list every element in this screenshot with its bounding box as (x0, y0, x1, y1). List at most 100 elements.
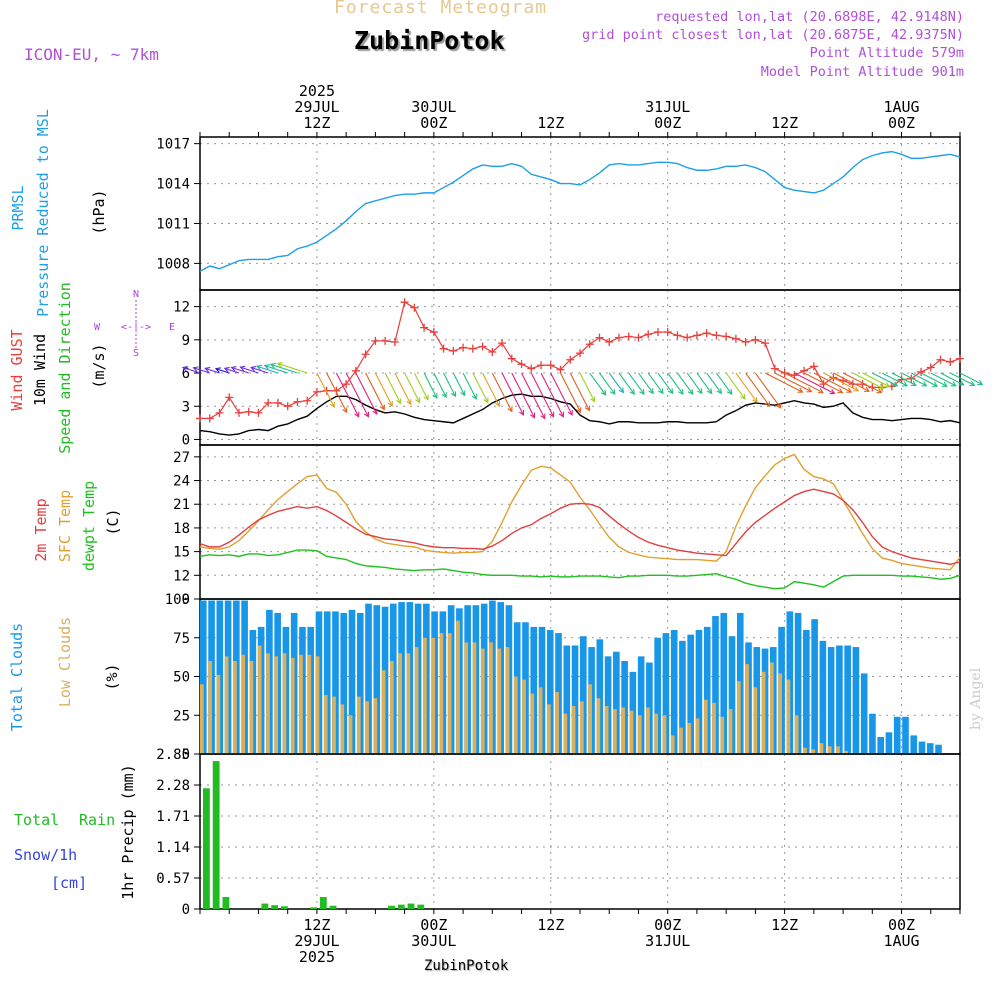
wind-direction-arrow (270, 363, 298, 374)
label-low-clouds: Low Clouds (56, 617, 74, 707)
wind-arrow-head (507, 406, 513, 413)
wind-direction-arrow (215, 368, 230, 374)
low-cloud-bar (406, 653, 411, 754)
model-label: ICON-EU, ~ 7km (24, 45, 159, 64)
wind-arrow-head (932, 381, 939, 387)
wind-direction-arrow (256, 365, 279, 374)
gust-marker (322, 386, 331, 395)
unit-wind: (m/s) (90, 343, 108, 388)
y-tick-label: 75 (173, 631, 190, 647)
wind-direction-arrow (530, 372, 555, 417)
total-cloud-bar (596, 639, 604, 754)
rain-bar (397, 904, 405, 909)
gust-marker (751, 335, 760, 344)
wind-direction-arrow (774, 372, 812, 393)
panel-precip: 0 0.57 1.14 1.71 2.28 2.85 (156, 747, 961, 918)
rain-bar (407, 903, 415, 909)
wind-direction-arrow (813, 372, 852, 393)
wind-arrow-head (387, 400, 393, 408)
total-cloud-bar (860, 673, 868, 754)
wind-arrow-head (910, 380, 917, 386)
wind-arrow-head (483, 397, 489, 404)
x-label-top: 29JUL (294, 98, 339, 116)
wind-arrow-head (618, 387, 625, 394)
wind-direction-arrow (182, 366, 201, 374)
gust-marker (614, 333, 623, 342)
low-cloud-bar (621, 707, 626, 754)
y-tick-label: 12 (173, 300, 190, 316)
wind-direction-arrow (394, 372, 412, 405)
gust-marker (371, 336, 380, 345)
y-tick-label: 2.28 (156, 778, 190, 794)
wind-arrow-head (667, 388, 674, 395)
wind-direction-arrow (618, 372, 635, 395)
wind-arrow-head (969, 380, 976, 386)
low-cloud-bar (555, 692, 559, 754)
wind-direction-arrow (355, 372, 378, 415)
wind-arrow-head (269, 362, 276, 369)
wind-direction-arrow (715, 372, 733, 395)
wind-arrow-head (363, 411, 370, 418)
low-cloud-bar (348, 715, 353, 754)
wind-arrow-head (977, 379, 984, 386)
total-cloud-bar (654, 637, 661, 754)
total-cloud-bar (546, 630, 554, 754)
gust-marker (712, 331, 721, 340)
low-cloud-bar (695, 718, 700, 754)
wind-arrow-head (716, 388, 723, 395)
gust-marker (926, 363, 935, 372)
gust-marker (205, 414, 214, 423)
low-cloud-bar (670, 735, 675, 754)
low-cloud-bar (282, 653, 287, 754)
gust-marker (702, 329, 711, 338)
total-cloud-bar (687, 634, 694, 754)
gust-marker (663, 328, 672, 337)
wind-direction-arrow (384, 372, 402, 404)
total-cloud-bar (637, 656, 645, 754)
temp-2m-line (199, 488, 961, 565)
y-tick-label: 18 (173, 521, 190, 537)
low-cloud-bar (819, 743, 824, 754)
gust-marker (244, 407, 253, 416)
x-label-bottom: 1AUG (883, 932, 919, 950)
wind-direction-arrow (911, 372, 938, 387)
compass-s: S (133, 348, 139, 359)
gust-marker (420, 323, 429, 332)
x-label-bottom: 30JUL (411, 932, 456, 950)
wind-arrow-head (423, 394, 429, 401)
wind-arrow-head (878, 384, 885, 390)
compass-n: N (133, 289, 139, 300)
y-tick-label: 27 (173, 450, 190, 466)
wind-direction-arrow (365, 372, 385, 410)
rain-bar (388, 905, 395, 909)
wind-direction-arrow (803, 372, 843, 394)
wind-arrow-head (329, 401, 335, 408)
compass-rose: N S W E <-|-> (94, 289, 175, 359)
label-total-clouds: Total Clouds (8, 623, 26, 731)
wind-arrow-head (204, 366, 211, 373)
wind-arrow-head (863, 386, 870, 392)
wind-direction-arrow (706, 372, 722, 394)
rain-bar (203, 788, 210, 909)
station-title: ZubinPotok (354, 26, 505, 55)
wind-direction-arrow (277, 362, 308, 374)
low-cloud-bar (315, 656, 320, 754)
rain-bar (310, 907, 317, 909)
wind-direction-arrow (589, 372, 607, 396)
total-cloud-bar (604, 656, 612, 754)
wind-arrow-head (494, 400, 501, 408)
gust-marker (303, 396, 312, 405)
total-cloud-bar (365, 603, 372, 754)
label-wind-gust: Wind GUST (8, 329, 26, 410)
low-cloud-bar (728, 709, 733, 754)
total-cloud-bar (332, 611, 339, 754)
low-cloud-bar (827, 746, 832, 754)
wind-arrow-head (740, 393, 746, 400)
wind-direction-arrow (940, 372, 964, 386)
total-cloud-bar (670, 630, 678, 754)
low-cloud-bar (522, 679, 526, 754)
gust-marker (507, 354, 516, 363)
low-cloud-bar (266, 653, 270, 754)
low-cloud-bar (513, 676, 518, 754)
y-tick-label: 25 (173, 708, 190, 724)
